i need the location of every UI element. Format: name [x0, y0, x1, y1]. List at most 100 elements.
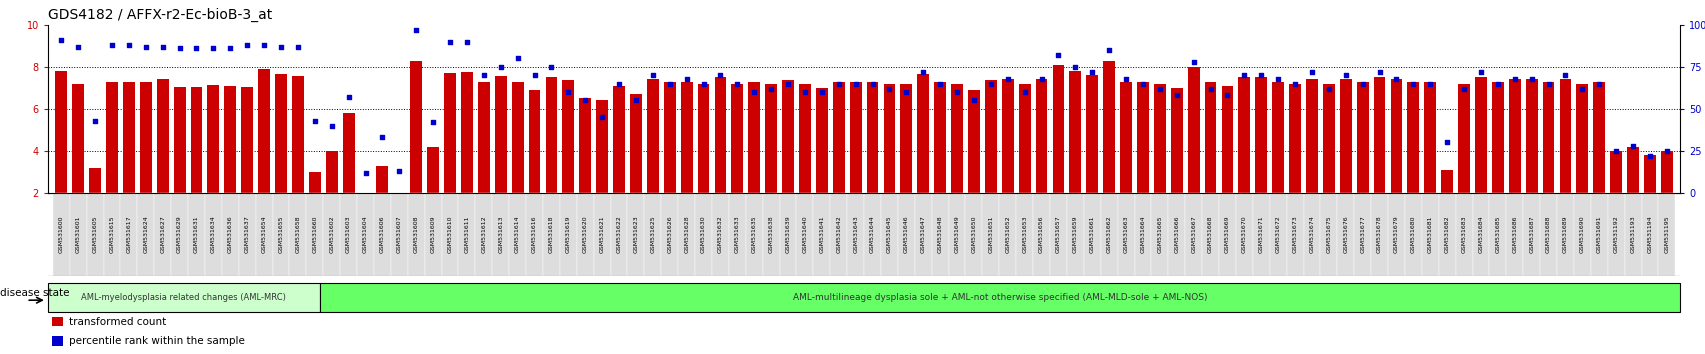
Point: [1483, 81, 1511, 86]
Bar: [849, 81, 861, 193]
Point: [791, 89, 818, 95]
FancyBboxPatch shape: [610, 193, 627, 276]
Text: GSM531646: GSM531646: [904, 216, 909, 253]
FancyBboxPatch shape: [965, 193, 982, 276]
Text: GSM531675: GSM531675: [1325, 216, 1330, 253]
Point: [65, 44, 92, 50]
Point: [1635, 153, 1662, 159]
Bar: [411, 61, 421, 193]
FancyBboxPatch shape: [459, 193, 476, 276]
FancyBboxPatch shape: [1405, 193, 1420, 276]
FancyBboxPatch shape: [931, 193, 948, 276]
Text: GSM531603: GSM531603: [346, 216, 351, 253]
Point: [1466, 69, 1494, 75]
Point: [1349, 81, 1376, 86]
Bar: [1170, 88, 1182, 193]
FancyBboxPatch shape: [356, 193, 373, 276]
Text: GSM531642: GSM531642: [835, 216, 841, 253]
Point: [131, 44, 159, 50]
FancyBboxPatch shape: [1049, 193, 1066, 276]
Bar: [781, 80, 793, 193]
Point: [774, 81, 801, 86]
Text: GSM531621: GSM531621: [598, 216, 604, 253]
Text: GSM531624: GSM531624: [143, 216, 148, 253]
Point: [1315, 86, 1342, 91]
Point: [960, 98, 987, 103]
FancyBboxPatch shape: [644, 193, 662, 276]
Bar: [157, 79, 169, 193]
Point: [1652, 148, 1679, 154]
FancyBboxPatch shape: [1066, 193, 1083, 276]
Text: GSM531613: GSM531613: [498, 216, 503, 253]
Point: [1263, 76, 1291, 81]
FancyBboxPatch shape: [1286, 193, 1303, 276]
Bar: [1187, 67, 1199, 193]
FancyBboxPatch shape: [1388, 193, 1405, 276]
Text: GSM531682: GSM531682: [1444, 216, 1449, 253]
FancyBboxPatch shape: [138, 193, 153, 276]
Point: [436, 39, 464, 44]
Text: GSM531659: GSM531659: [1072, 216, 1078, 253]
Text: GSM531638: GSM531638: [769, 216, 772, 253]
Point: [1601, 148, 1628, 154]
Point: [1517, 76, 1545, 81]
Text: GSM531641: GSM531641: [818, 216, 824, 253]
Bar: [1458, 84, 1470, 193]
Bar: [798, 84, 810, 193]
Point: [1383, 76, 1410, 81]
Point: [622, 98, 650, 103]
FancyBboxPatch shape: [914, 193, 931, 276]
Point: [1163, 92, 1190, 98]
Text: GSM531628: GSM531628: [684, 216, 689, 253]
FancyBboxPatch shape: [425, 193, 442, 276]
Bar: [866, 81, 878, 193]
Text: AML-myelodysplasia related changes (AML-MRC): AML-myelodysplasia related changes (AML-…: [82, 293, 286, 302]
Bar: [917, 74, 929, 193]
FancyBboxPatch shape: [104, 193, 121, 276]
Bar: [1018, 84, 1030, 193]
Point: [588, 114, 616, 120]
Text: GSM531686: GSM531686: [1511, 216, 1516, 253]
FancyBboxPatch shape: [188, 193, 205, 276]
Text: GSM531671: GSM531671: [1258, 216, 1263, 253]
FancyBboxPatch shape: [897, 193, 914, 276]
FancyBboxPatch shape: [796, 193, 813, 276]
Text: GSM531656: GSM531656: [1038, 216, 1043, 253]
Point: [402, 27, 430, 33]
FancyBboxPatch shape: [762, 193, 779, 276]
Text: GSM531684: GSM531684: [1478, 216, 1483, 253]
Bar: [1575, 84, 1587, 193]
Text: GSM531685: GSM531685: [1495, 216, 1499, 253]
Point: [943, 89, 970, 95]
Bar: [1289, 84, 1301, 193]
FancyBboxPatch shape: [407, 193, 425, 276]
Text: GSM531193: GSM531193: [1630, 216, 1635, 253]
Text: GSM531676: GSM531676: [1342, 216, 1347, 253]
Bar: [257, 69, 269, 193]
FancyBboxPatch shape: [222, 193, 239, 276]
Bar: [1355, 81, 1367, 193]
FancyBboxPatch shape: [711, 193, 728, 276]
Text: GSM531674: GSM531674: [1309, 216, 1313, 253]
FancyBboxPatch shape: [1354, 193, 1371, 276]
Text: GSM531605: GSM531605: [92, 216, 97, 253]
Point: [994, 76, 1021, 81]
Bar: [1086, 75, 1098, 193]
Point: [892, 89, 919, 95]
Point: [148, 44, 176, 50]
FancyBboxPatch shape: [1437, 193, 1454, 276]
Bar: [123, 81, 135, 193]
Bar: [1492, 81, 1502, 193]
Bar: [629, 94, 641, 193]
Point: [488, 64, 515, 70]
Point: [1415, 81, 1442, 86]
Point: [1500, 76, 1528, 81]
Bar: [1592, 81, 1604, 193]
Bar: [1475, 77, 1487, 193]
Point: [1298, 69, 1325, 75]
Point: [1129, 81, 1156, 86]
FancyBboxPatch shape: [1117, 193, 1134, 276]
FancyBboxPatch shape: [627, 193, 644, 276]
FancyBboxPatch shape: [493, 193, 508, 276]
FancyBboxPatch shape: [70, 193, 87, 276]
